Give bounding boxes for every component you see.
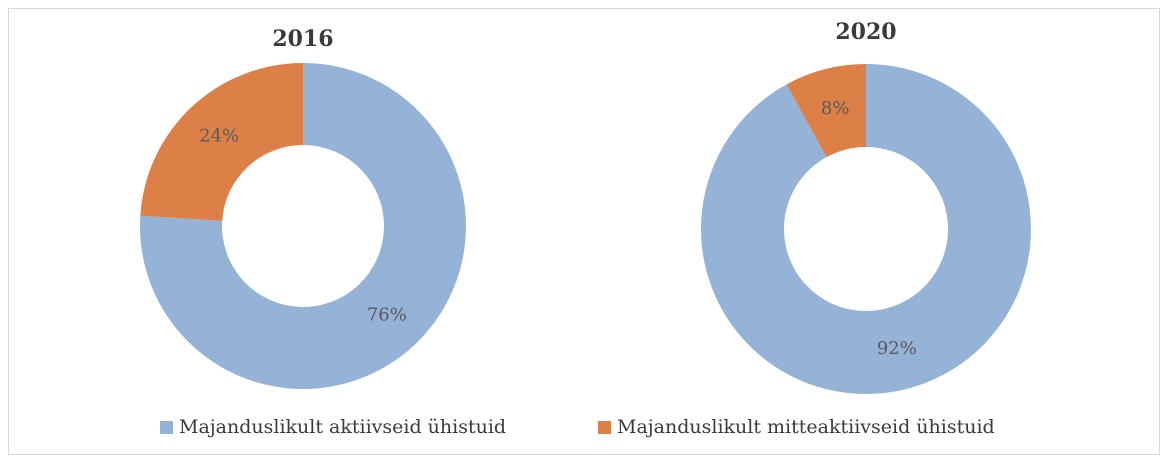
chart-border — [8, 8, 1160, 455]
data-label: 8% — [821, 98, 850, 119]
donut-slice — [700, 64, 1031, 394]
chart-title: 2016 — [272, 26, 333, 52]
donut-slice — [786, 64, 866, 158]
donut-slice — [139, 63, 467, 389]
chart-title: 2020 — [835, 19, 896, 45]
data-label: 24% — [199, 126, 239, 147]
legend-label: Majanduslikult mitteaktiivseid ühistuid — [617, 416, 995, 438]
legend-label: Majanduslikult aktiivseid ühistuid — [179, 416, 506, 438]
legend-swatch — [160, 421, 173, 434]
legend-swatch — [598, 421, 611, 434]
data-label: 92% — [877, 338, 917, 359]
data-label: 76% — [367, 304, 407, 325]
donut-slice — [140, 63, 303, 221]
